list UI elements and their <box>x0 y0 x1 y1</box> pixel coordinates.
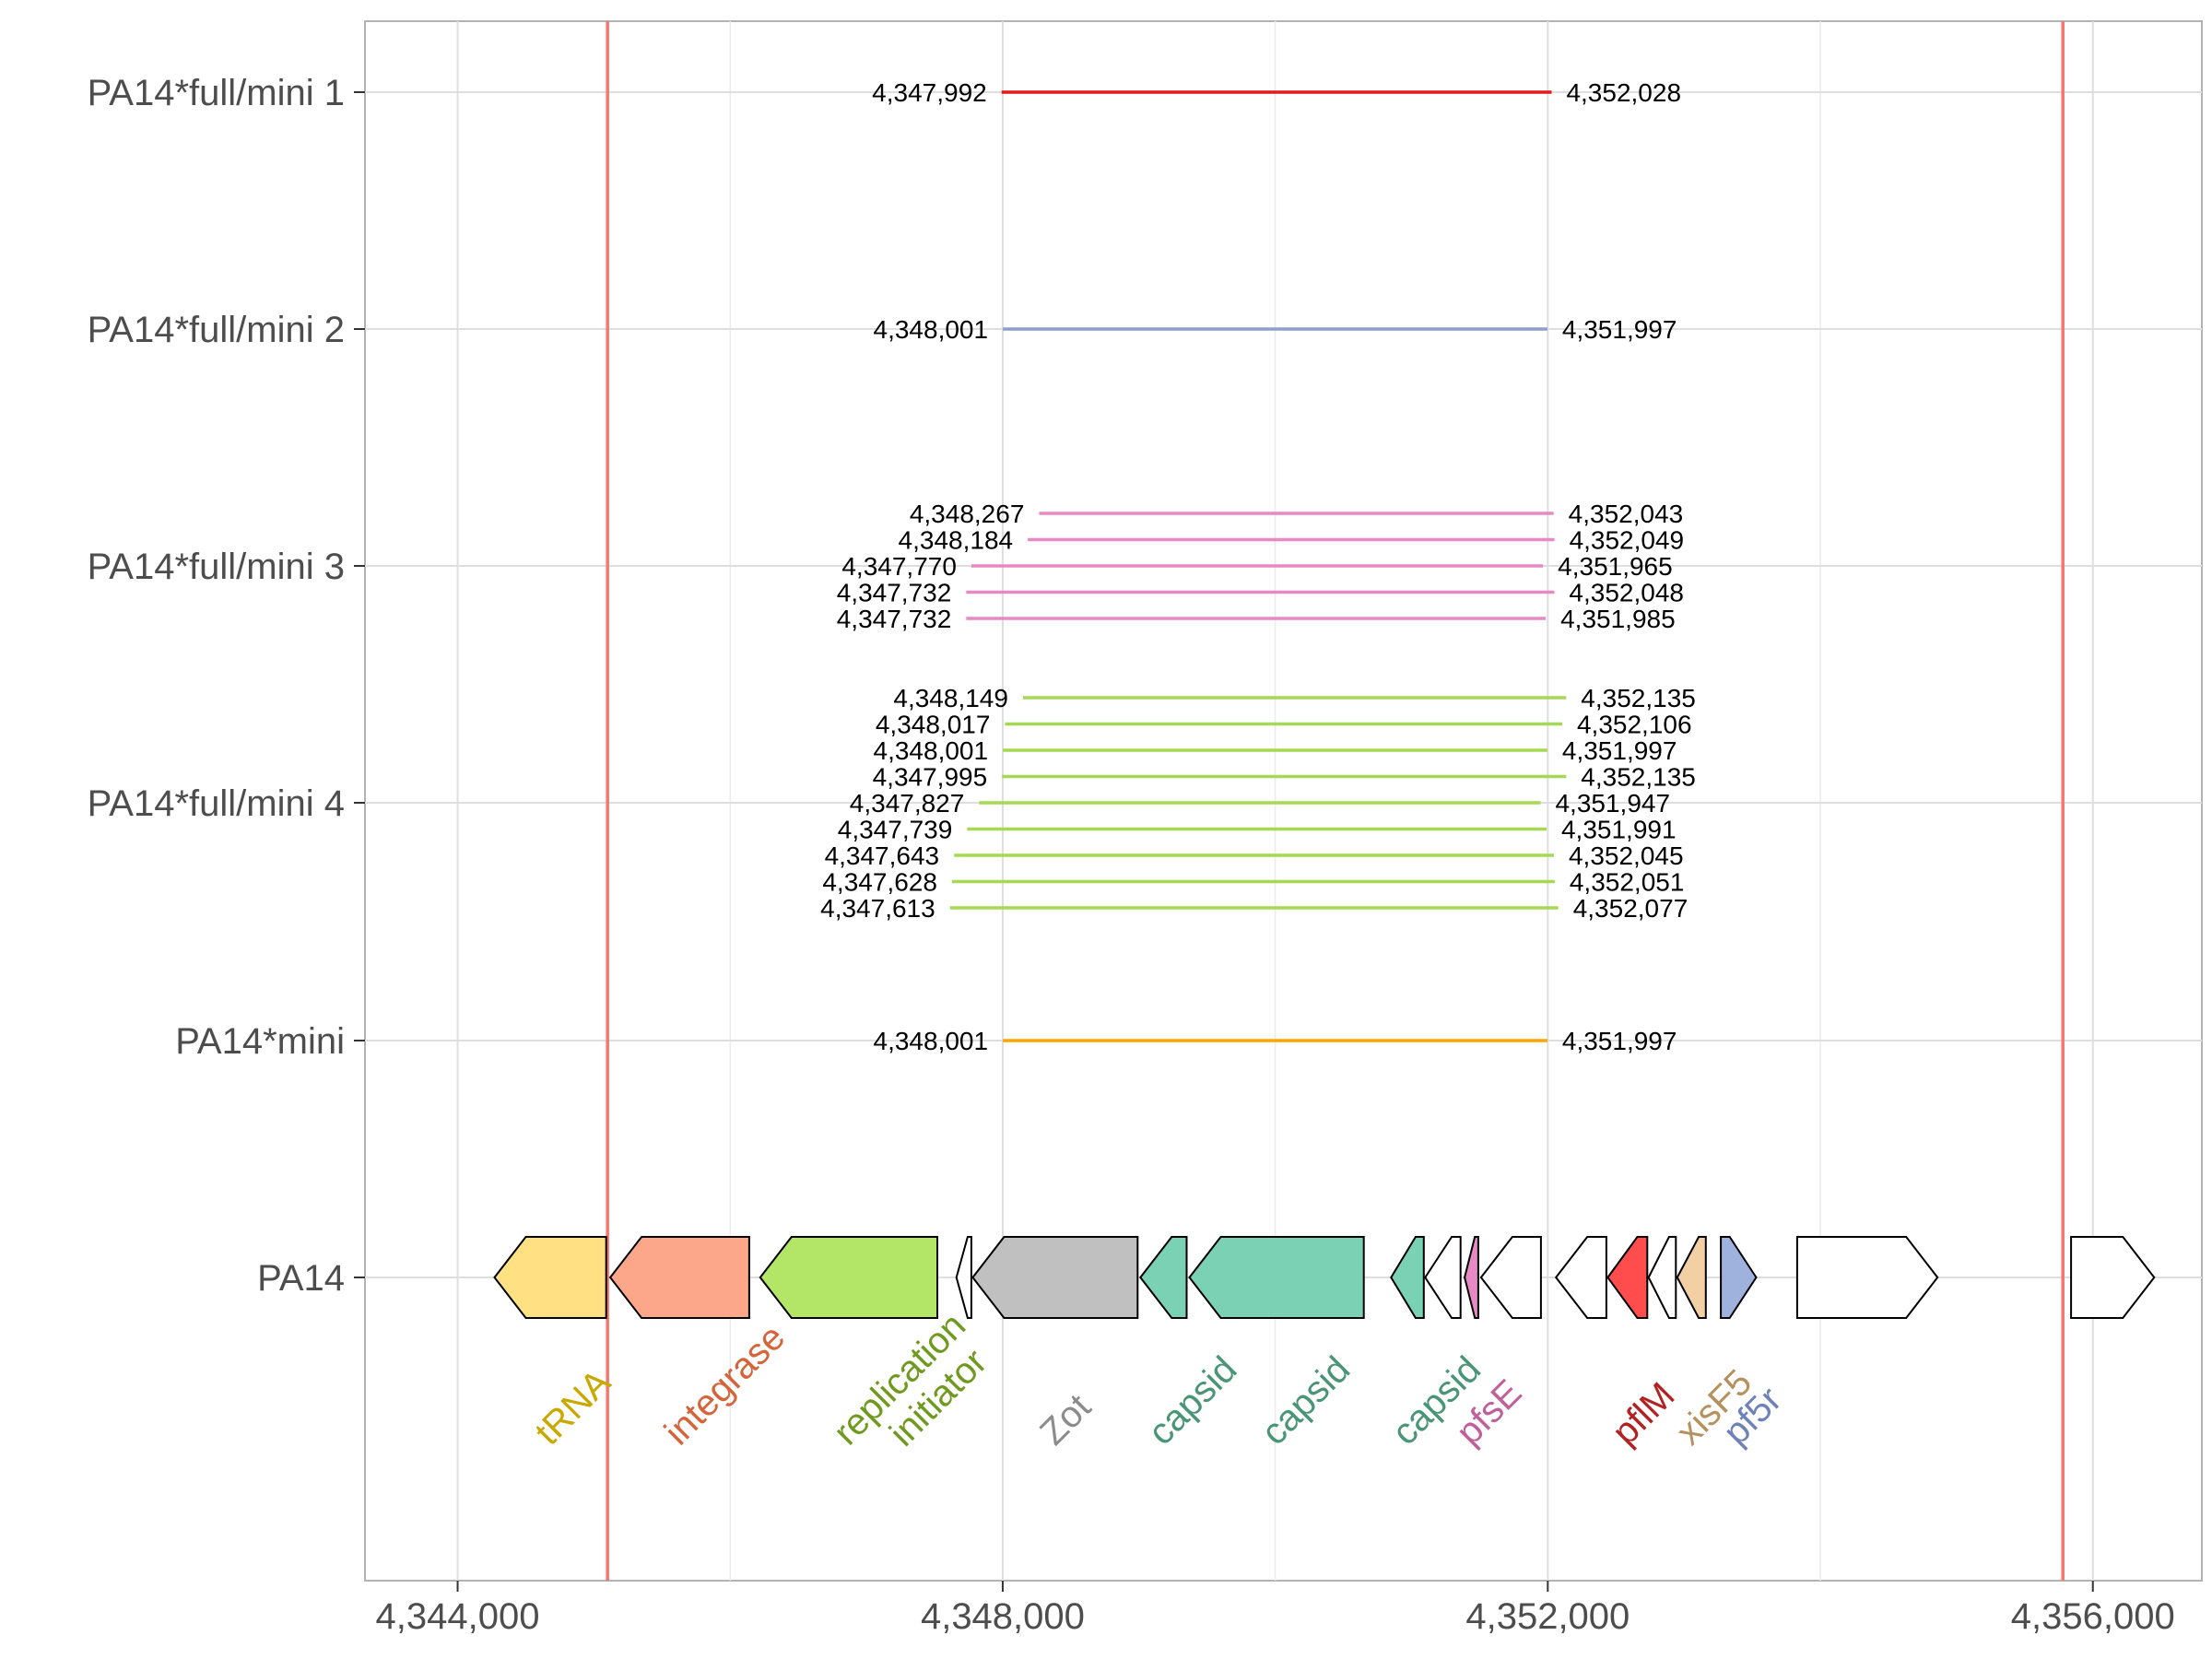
segment-start-label: 4,347,739 <box>838 816 953 844</box>
segment-end-label: 4,352,045 <box>1569 841 1684 870</box>
segment-start-label: 4,348,149 <box>893 684 1008 712</box>
y-tick-label: PA14*full/mini 3 <box>88 547 345 587</box>
segment-end-label: 4,351,991 <box>1561 816 1677 844</box>
segment-end-label: 4,352,043 <box>1569 500 1684 528</box>
x-tick-label: 4,344,000 <box>376 1596 540 1637</box>
gene-arrow <box>608 1236 750 1319</box>
segment-start-label: 4,347,827 <box>850 789 965 818</box>
gene-arrow <box>1464 1236 1479 1319</box>
segment-start-label: 4,348,267 <box>910 500 1025 528</box>
gene-arrow <box>1424 1236 1462 1319</box>
gene-arrow <box>1139 1236 1188 1319</box>
segment-end-label: 4,351,947 <box>1555 789 1670 818</box>
segment-start-label: 4,347,995 <box>873 763 988 792</box>
gene-arrow <box>1606 1236 1649 1319</box>
gene-arrow <box>759 1236 938 1319</box>
y-tick-label: PA14*mini <box>175 1021 345 1062</box>
segment-end-label: 4,351,997 <box>1562 736 1677 765</box>
x-tick-label: 4,352,000 <box>1465 1596 1630 1637</box>
gene-arrows <box>493 1236 2156 1319</box>
segment-start-label: 4,348,184 <box>899 526 1014 555</box>
segment-end-label: 4,351,997 <box>1562 1027 1677 1055</box>
gene-arrow <box>1676 1236 1707 1319</box>
segment-end-label: 4,352,028 <box>1566 78 1681 107</box>
gene-arrow <box>971 1236 1139 1319</box>
segment-start-label: 4,347,732 <box>837 579 952 607</box>
x-axis: 4,344,000 4,348,000 4,352,000 4,356,000 <box>376 1581 2175 1637</box>
segment-start-label: 4,348,001 <box>874 315 989 344</box>
segment-start-label: 4,347,732 <box>837 605 952 633</box>
segment-end-label: 4,352,049 <box>1570 526 1685 555</box>
segment-end-label: 4,352,077 <box>1573 894 1688 923</box>
segment-start-label: 4,347,770 <box>841 552 957 581</box>
segment-end-label: 4,352,106 <box>1577 711 1692 739</box>
segment-end-label: 4,351,985 <box>1560 605 1676 633</box>
y-tick-label: PA14 <box>257 1258 345 1299</box>
y-tick-label: PA14*full/mini 1 <box>88 73 345 113</box>
segment-end-label: 4,351,997 <box>1562 315 1677 344</box>
gene-arrow <box>1647 1236 1677 1319</box>
gene-arrow <box>1795 1236 1939 1319</box>
segment-end-label: 4,351,965 <box>1558 552 1673 581</box>
segment-end-label: 4,352,051 <box>1570 868 1685 897</box>
segment-start-label: 4,347,628 <box>822 868 937 897</box>
y-tick-label: PA14*full/mini 2 <box>88 310 345 350</box>
reference-lines <box>606 21 2065 1581</box>
gene-arrow <box>1188 1236 1365 1319</box>
gene-arrow <box>493 1236 607 1319</box>
segment-end-label: 4,352,135 <box>1581 763 1696 792</box>
segment-end-label: 4,352,135 <box>1581 684 1696 712</box>
gene-arrow <box>955 1236 972 1319</box>
gene-arrow <box>1390 1236 1425 1319</box>
gene-arrow <box>2070 1236 2156 1319</box>
segment-start-label: 4,347,643 <box>825 841 940 870</box>
gene-arrow <box>1554 1236 1607 1319</box>
y-axis: PA14*full/mini 1 PA14*full/mini 2 PA14*ful… <box>88 73 365 1299</box>
segment-start-label: 4,348,017 <box>876 711 991 739</box>
segment-start-label: 4,347,992 <box>872 78 987 107</box>
plot-panel <box>364 20 2203 1582</box>
gene-arrow <box>1720 1236 1758 1319</box>
segment-start-label: 4,348,001 <box>874 736 989 765</box>
segments-layer: 4,347,992 4,352,028 4,348,001 4,351,997 4,34… <box>820 78 1696 1055</box>
x-tick-label: 4,356,000 <box>2011 1596 2175 1637</box>
segment-start-label: 4,348,001 <box>874 1027 989 1055</box>
y-tick-label: PA14*full/mini 4 <box>88 783 345 824</box>
gene-arrow <box>1479 1236 1542 1319</box>
x-tick-label: 4,348,000 <box>921 1596 1085 1637</box>
segment-start-label: 4,347,613 <box>820 894 935 923</box>
segment-end-label: 4,352,048 <box>1569 579 1684 607</box>
